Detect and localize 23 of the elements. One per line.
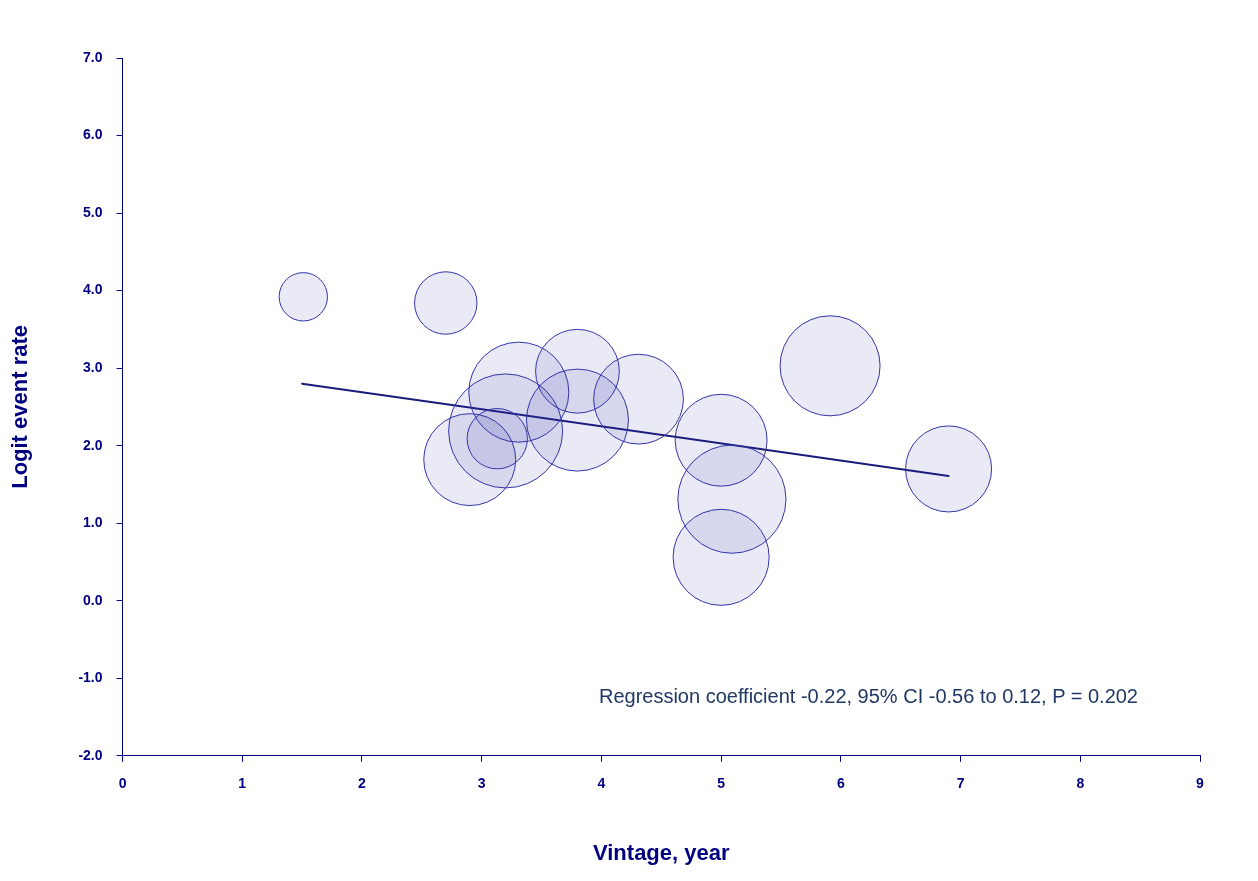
y-axis-title: Logit event rate <box>7 324 33 489</box>
y-tick-label: -1.0 <box>78 669 103 686</box>
x-tick-label: 0 <box>118 775 127 792</box>
y-tick-label: 2.0 <box>83 436 103 453</box>
x-tick-label: 9 <box>1196 775 1205 792</box>
y-tick-label: 5.0 <box>83 203 103 220</box>
x-tick-label: 6 <box>836 775 845 792</box>
x-tick-label: 7 <box>956 775 965 792</box>
x-axis-title: Vintage, year <box>592 839 730 865</box>
annotation: Regression coefficient -0.22, 95% CI -0.56 to 0.12, P = 0.202 <box>598 685 1138 708</box>
x-tick-label: 1 <box>238 775 247 792</box>
x-tick-label: 5 <box>717 775 726 792</box>
x-tick-label: 3 <box>477 775 486 792</box>
y-tick-label: 3.0 <box>83 358 103 375</box>
y-tick-label: 7.0 <box>83 48 103 65</box>
x-tick-label: 8 <box>1076 775 1085 792</box>
y-tick-label: 0.0 <box>83 591 103 608</box>
y-tick-label: 1.0 <box>83 514 103 531</box>
y-tick-label: 4.0 <box>83 281 103 298</box>
y-tick-label: 6.0 <box>83 126 103 143</box>
x-tick-label: 4 <box>597 775 606 792</box>
x-tick-label: 2 <box>358 775 367 792</box>
y-tick-label: -2.0 <box>78 746 103 763</box>
